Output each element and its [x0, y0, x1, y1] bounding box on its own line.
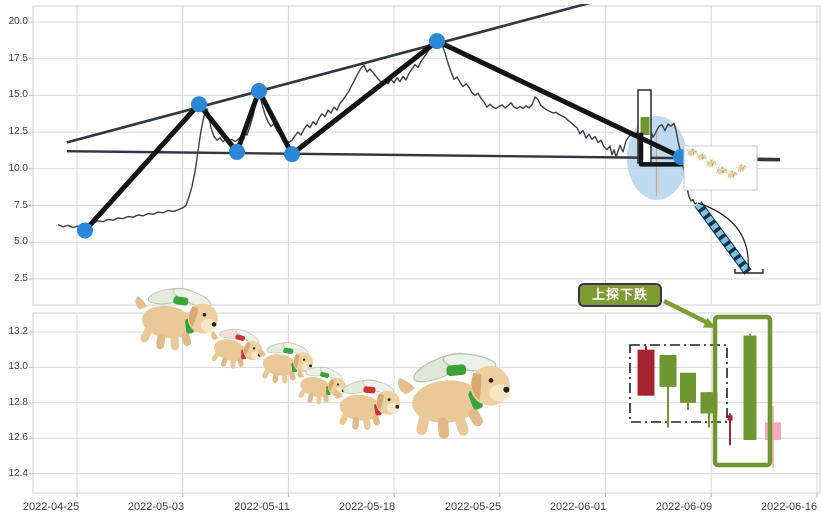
highlight-rect	[712, 314, 773, 468]
pivot-dot	[191, 96, 207, 113]
y-tick-bot-12-6: 12.6	[8, 432, 28, 444]
pivot-dot	[251, 82, 267, 99]
measure-bracket	[734, 269, 764, 274]
projection-band-stripes	[695, 201, 751, 275]
pivot-dot	[229, 143, 245, 160]
breakout-box-path	[638, 132, 683, 167]
x-label-2022-06-01: 2022-06-01	[549, 501, 607, 513]
x-label-2022-06-16: 2022-06-16	[760, 501, 818, 513]
y-tick-top-17-5: 17.5	[8, 52, 28, 64]
y-tick-bot-12-4: 12.4	[8, 467, 28, 479]
callout-arrow-shaft	[662, 298, 708, 325]
y-tick-top-20: 20.0	[8, 16, 28, 27]
candle-body	[743, 335, 757, 440]
candle-body	[765, 422, 781, 440]
y-tick-top-12-5: 12.5	[8, 126, 28, 138]
candle-body	[727, 415, 733, 421]
y-tick-top-2-5: 2.5	[14, 272, 28, 284]
x-label-2022-05-25: 2022-05-25	[444, 501, 502, 513]
probe-down-callout: 上探下跌	[578, 283, 662, 307]
y-tick-top-10: 10.0	[8, 162, 28, 174]
y-tick-top-7-5: 7.5	[14, 199, 28, 211]
callout-arrow-head	[703, 318, 716, 328]
y-tick-bot-13-2: 13.2	[8, 326, 28, 337]
upper-trendline	[66, 4, 591, 144]
x-label-2022-05-03: 2022-05-03	[127, 501, 185, 513]
pivot-dot	[429, 33, 445, 50]
magnifier-green-bar	[640, 117, 650, 135]
projection-arc	[697, 202, 749, 271]
x-label-2022-04-25: 2022-04-25	[22, 501, 80, 513]
x-label-2022-05-18: 2022-05-18	[338, 501, 396, 513]
candle-body	[680, 372, 696, 403]
candle-body	[659, 355, 677, 387]
pivot-dot	[284, 146, 300, 163]
y-tick-bot-13-0: 13.0	[8, 361, 28, 373]
neckline	[66, 149, 781, 161]
candle-body	[637, 349, 655, 396]
y-tick-bot-12-8: 12.8	[8, 396, 28, 408]
y-tick-top-15: 15.0	[8, 89, 28, 101]
y-tick-top-5: 5.0	[14, 236, 28, 248]
x-label-2022-06-09: 2022-06-09	[655, 501, 713, 513]
pivot-dot	[77, 222, 93, 239]
dashdot-rect	[629, 344, 728, 423]
x-label-2022-05-11: 2022-05-11	[234, 501, 290, 513]
